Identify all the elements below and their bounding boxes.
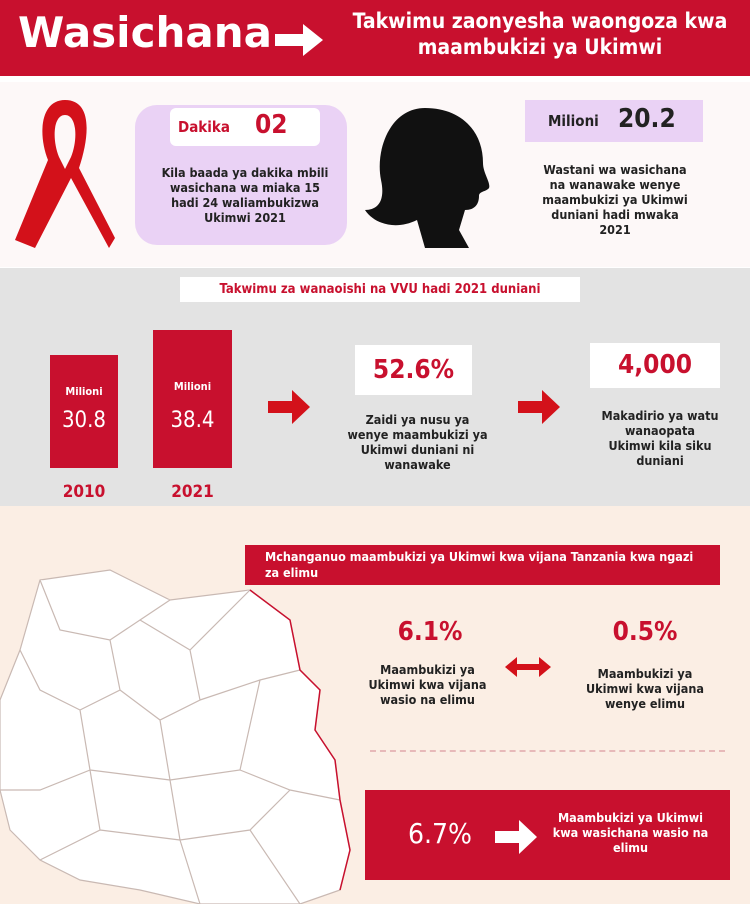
value: 6.1% (397, 617, 463, 647)
value: 0.5% (612, 617, 678, 647)
arrow (268, 390, 310, 424)
year: 2010 (62, 482, 106, 502)
value: 52.6% (355, 345, 472, 395)
pill (170, 108, 320, 146)
subtitle: Takwimu zaonyesha waongoza kwa maambukiz… (352, 9, 728, 59)
value: 4,000 (590, 343, 720, 388)
bar (153, 330, 232, 468)
arrow (518, 390, 560, 424)
double-arrow (505, 657, 551, 677)
silhouette (365, 108, 490, 248)
year: 2021 (171, 482, 214, 502)
title: Wasichana (18, 8, 272, 57)
stat-box (525, 100, 703, 142)
unit: Milioni (548, 112, 599, 130)
unit: Milioni (65, 385, 103, 398)
arrow (275, 24, 323, 56)
text: Maambukizi ya Ukimwi kwa vijana wasio na… (368, 662, 487, 707)
section-title: Takwimu za wanaoishi na VVU hadi 2021 du… (180, 277, 580, 302)
unit: Milioni (173, 380, 212, 393)
map (0, 569, 351, 904)
text: Maambukizi ya Ukimwi kwa vijana wenye el… (586, 666, 704, 711)
text: Zaidi ya nusu ya wenye maambukizi ya Uki… (347, 412, 488, 472)
header-band (0, 0, 750, 76)
value: 38.4 (170, 408, 215, 433)
text: Wastani wa wasichana na wanawake wenye m… (542, 162, 688, 237)
bar (50, 355, 118, 468)
text: Maambukizi ya Ukimwi kwa wasichana wasio… (552, 810, 709, 855)
value: 30.8 (61, 408, 107, 433)
text: Kila baada ya dakika mbili wasichana wa … (161, 165, 329, 225)
arrow (495, 820, 537, 854)
divider (370, 750, 725, 752)
unit: Dakika (178, 118, 230, 136)
highlight-box (365, 790, 730, 880)
ribbon (15, 100, 115, 248)
value: 02 (255, 110, 288, 140)
section-title: Mchanganuo maambukizi ya Ukimwi kwa vija… (245, 545, 720, 585)
value: 6.7% (408, 817, 472, 850)
value: 20.2 (618, 104, 676, 134)
text: Makadirio ya watu wanaopata Ukimwi kila … (601, 408, 719, 468)
